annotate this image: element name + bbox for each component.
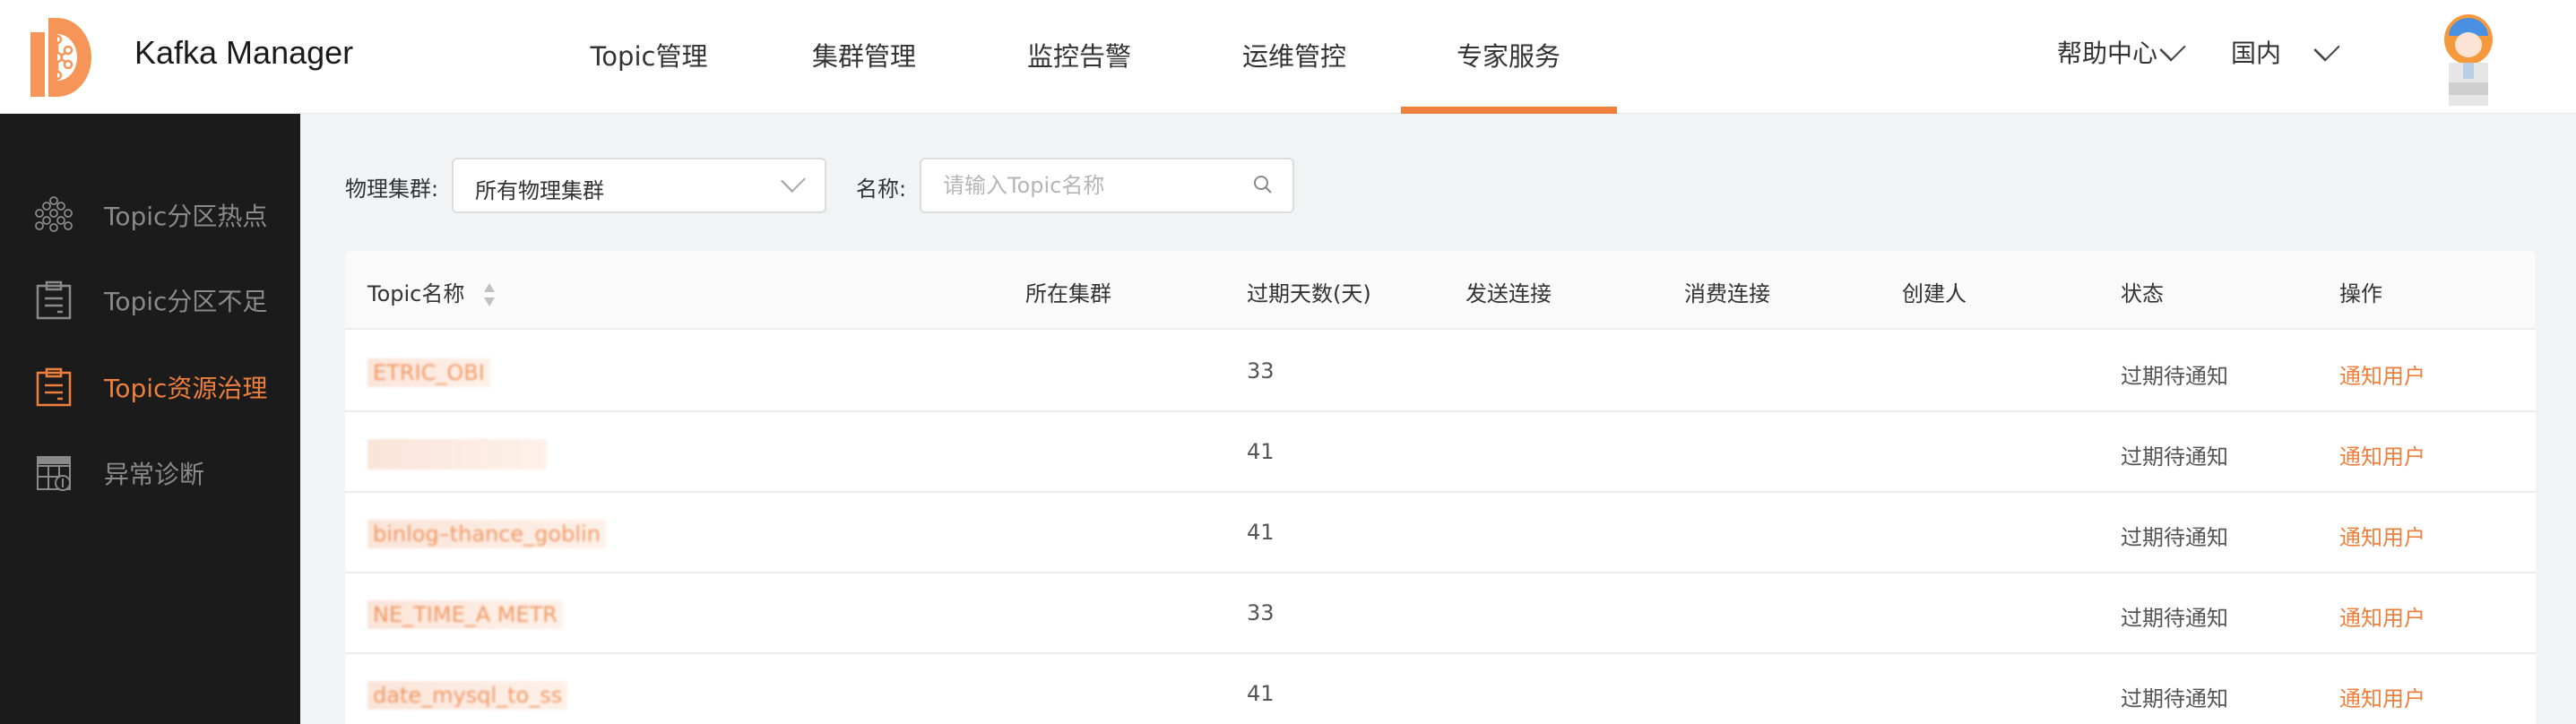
sidebar-item-label: 异常诊断 (104, 460, 205, 489)
clipboard-icon (36, 280, 72, 320)
status-cell: 过期待通知 (2121, 444, 2228, 470)
chevron-down-icon (2313, 35, 2340, 62)
status-cell: 过期待通知 (2121, 606, 2228, 631)
topic-name-link[interactable] (367, 439, 547, 470)
cluster-select[interactable]: 所有物理集群 (452, 158, 826, 213)
topic-name-link[interactable]: NE_TIME_A METR (367, 600, 563, 629)
col-produce-connections: 发送连接 (1465, 281, 1552, 306)
clipboard-icon (36, 367, 72, 407)
sort-icon[interactable] (483, 281, 496, 308)
chevron-down-icon (2159, 35, 2186, 62)
app-title: Kafka Manager (134, 34, 354, 71)
sidebar-item-topic-partition-hotspot[interactable]: Topic分区热点 (0, 184, 300, 246)
sidebar-item-topic-partition-insufficient[interactable]: Topic分区不足 (0, 269, 300, 332)
table-dollar-icon (37, 456, 71, 491)
cluster-filter-label: 物理集群: (345, 177, 439, 202)
name-filter-label: 名称: (856, 177, 907, 202)
expire-days-cell: 41 (1247, 520, 1275, 545)
search-icon[interactable] (1252, 174, 1274, 195)
sidebar-item-label: Topic分区不足 (104, 287, 268, 316)
expire-days-cell: 41 (1247, 681, 1275, 706)
col-expire-days: 过期天数(天) (1247, 281, 1371, 306)
table-row: binlog–thance_goblin 41 过期待通知 通知用户 (345, 493, 2536, 573)
nav-monitoring-alerts[interactable]: 监控告警 (1026, 41, 1132, 72)
topic-name-link[interactable]: binlog–thance_goblin (367, 520, 606, 548)
table-row: NE_TIME_A METR 33 过期待通知 通知用户 (345, 573, 2536, 654)
sidebar-item-anomaly-diagnosis[interactable]: 异常诊断 (0, 442, 300, 504)
col-status: 状态 (2121, 281, 2164, 306)
kafka-manager-logo (30, 18, 91, 97)
help-center-label: 帮助中心 (2057, 39, 2158, 68)
table-row: date_mysql_to_ss 41 过期待通知 通知用户 (345, 654, 2536, 724)
cluster-select-value: 所有物理集群 (475, 178, 604, 203)
col-consume-connections: 消费连接 (1684, 281, 1770, 306)
status-cell: 过期待通知 (2121, 364, 2228, 389)
user-avatar[interactable] (2438, 13, 2499, 106)
sidebar-item-label: Topic分区热点 (104, 202, 268, 231)
col-actions: 操作 (2339, 281, 2382, 306)
col-cluster: 所在集群 (1025, 281, 1111, 306)
nav-operations[interactable]: 运维管控 (1241, 41, 1347, 72)
chevron-down-icon (780, 167, 807, 194)
topic-name-link[interactable]: ETRIC_OBI (367, 358, 490, 387)
topic-table: Topic名称 所在集群 过期天数(天) 发送连接 消费连接 创建人 状态 操作… (345, 251, 2536, 724)
top-header: Kafka Manager Topic管理 集群管理 监控告警 运维管控 专家服… (0, 0, 2576, 114)
notify-user-link[interactable]: 通知用户 (2339, 525, 2425, 550)
hexagon-cluster-icon (35, 196, 73, 232)
notify-user-link[interactable]: 通知用户 (2339, 606, 2425, 631)
help-center-menu[interactable]: 帮助中心 (2057, 34, 2186, 70)
col-topic-name: Topic名称 (367, 281, 465, 306)
region-label: 国内 (2231, 39, 2282, 68)
col-creator: 创建人 (1902, 281, 1967, 306)
notify-user-link[interactable]: 通知用户 (2339, 686, 2425, 711)
status-cell: 过期待通知 (2121, 525, 2228, 550)
expire-days-cell: 41 (1247, 439, 1275, 464)
status-cell: 过期待通知 (2121, 686, 2228, 711)
region-menu[interactable]: 国内 (2231, 34, 2340, 70)
sidebar-item-topic-resource-governance[interactable]: Topic资源治理 (0, 356, 300, 418)
table-header: Topic名称 所在集群 过期天数(天) 发送连接 消费连接 创建人 状态 操作 (345, 251, 2536, 330)
table-row: ETRIC_OBI 33 过期待通知 通知用户 (345, 332, 2536, 412)
sidebar: Topic分区热点 Topic分区不足 Topic资源治理 异常诊断 (0, 114, 300, 724)
nav-cluster-management[interactable]: 集群管理 (811, 41, 917, 72)
expire-days-cell: 33 (1247, 358, 1275, 384)
expire-days-cell: 33 (1247, 600, 1275, 625)
notify-user-link[interactable]: 通知用户 (2339, 364, 2425, 389)
sidebar-item-label: Topic资源治理 (104, 374, 268, 403)
topic-name-search-input[interactable] (920, 158, 1294, 213)
topic-name-link[interactable]: date_mysql_to_ss (367, 681, 568, 710)
nav-topic-management[interactable]: Topic管理 (590, 41, 708, 72)
notify-user-link[interactable]: 通知用户 (2339, 444, 2425, 470)
active-nav-indicator (1401, 107, 1617, 114)
table-row: 41 过期待通知 通知用户 (345, 412, 2536, 493)
nav-expert-service[interactable]: 专家服务 (1456, 41, 1561, 72)
